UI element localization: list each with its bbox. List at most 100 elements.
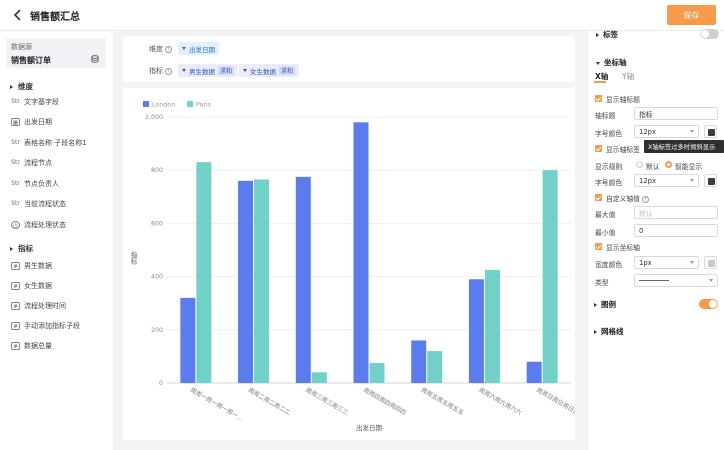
x-axis-title: 出发日期 — [356, 423, 383, 432]
aggregation-badge: 求和 — [218, 66, 235, 75]
rule-default-label: 默认 — [646, 163, 660, 171]
caret-right-icon — [10, 85, 13, 89]
custom-axis-checkbox[interactable] — [595, 194, 602, 201]
y-axis-title: 指标 — [129, 250, 137, 265]
string-type-icon: Str — [11, 200, 20, 207]
show-axis-line-label: 显示坐标轴 — [606, 244, 640, 252]
string-type-icon: Str — [11, 98, 20, 105]
max-value-input[interactable]: 默认 — [634, 206, 718, 219]
dimension-tag[interactable]: 出发日期 — [178, 42, 219, 55]
legend-swatch — [187, 101, 193, 107]
dimension-field[interactable]: Str 表格名称·子段名称1 — [11, 139, 87, 147]
metric-field[interactable]: # 女生数据 — [11, 281, 52, 291]
dimension-field[interactable]: ◷ 流程处理状态 — [11, 220, 66, 230]
number-type-icon: # — [11, 322, 20, 330]
x-tick-label: 周周六周六周六六 — [477, 386, 523, 417]
datasource-name: 销售额订单 — [11, 56, 51, 65]
legend-toggle[interactable] — [699, 299, 718, 309]
metric-field[interactable]: # 数据总量 — [11, 341, 52, 351]
tab-x-axis[interactable]: X轴 — [595, 72, 609, 81]
settings-panel: 标签 坐标轴 — [587, 29, 724, 450]
y-tick-label: 600 — [151, 220, 163, 227]
font-color-label: 字号颜色 — [595, 130, 623, 138]
save-button[interactable]: 保存 — [667, 5, 716, 25]
number-type-icon: # — [11, 302, 20, 310]
active-tab-indicator — [594, 81, 606, 83]
caret-down-icon — [243, 69, 247, 72]
metric-tag[interactable]: 女生数据 求和 — [239, 64, 300, 77]
font-color-swatch[interactable] — [704, 125, 717, 138]
date-type-icon: ▦ — [11, 118, 20, 126]
display-rule-label: 显示规则 — [595, 163, 623, 171]
line-width-select[interactable]: 1px — [634, 256, 699, 269]
metric-tag[interactable]: 男生数据 求和 — [178, 64, 239, 77]
database-icon[interactable] — [91, 55, 99, 63]
show-axis-line-checkbox[interactable] — [595, 243, 602, 250]
metric-field[interactable]: # 男生数据 — [11, 261, 52, 271]
min-value-label: 最小值 — [595, 229, 616, 237]
font-color-label-2: 字号颜色 — [595, 179, 623, 187]
label-section-title[interactable]: 标签 — [596, 29, 618, 40]
metric-field[interactable]: # 手动添加指标子段 — [11, 321, 80, 331]
line-type-select[interactable] — [634, 274, 718, 287]
font-color-swatch-2[interactable] — [704, 174, 717, 187]
metric-field[interactable]: # 流程处理时间 — [11, 301, 66, 311]
legend-section-title[interactable]: 图例 — [594, 299, 616, 310]
field-config-panel: 维度? 出发日期 指标? 男生数据 求和 女生数据 求和 — [123, 36, 575, 82]
legend-label: London — [152, 102, 175, 109]
rule-default-radio[interactable] — [636, 161, 643, 168]
line-color-swatch[interactable] — [704, 256, 717, 269]
font-size-select[interactable]: 12px — [634, 125, 699, 138]
datasource-card[interactable]: 数据源 销售额订单 — [6, 38, 106, 68]
number-type-icon: # — [11, 262, 20, 270]
x-tick-label: 周周一周一周一周一… — [189, 387, 244, 423]
bar-london — [353, 122, 369, 383]
show-axis-label-checkbox[interactable] — [595, 145, 602, 152]
show-axis-title-checkbox[interactable] — [595, 95, 602, 102]
chart-panel: 0 200 400 600 800 1,000 指标 出发日期 周周一周一周一周一… 周周二周二周… — [123, 88, 580, 440]
axis-title-input[interactable]: 指标 — [634, 107, 718, 120]
dimension-field[interactable]: Str 节点负责人 — [11, 180, 59, 188]
rule-smart-radio[interactable] — [665, 161, 672, 168]
show-axis-title-label: 显示轴标题 — [606, 96, 640, 104]
bar-london — [526, 361, 542, 383]
back-arrow-icon[interactable] — [12, 9, 24, 21]
axis-label-tooltip: X轴标签过多时倾斜显示 — [644, 140, 724, 153]
y-tick-label: 1,000 — [145, 114, 163, 121]
dimension-field[interactable]: Str 流程节点 — [11, 159, 52, 167]
bar-paris — [484, 269, 500, 383]
bar-paris — [369, 363, 385, 383]
string-type-icon: Str — [11, 139, 20, 146]
legend-label: Paris — [196, 102, 211, 109]
chevron-down-icon — [690, 179, 694, 182]
chevron-down-icon — [690, 261, 694, 264]
font-size-select-2[interactable]: 12px — [634, 174, 699, 187]
y-tick-label: 200 — [151, 327, 163, 334]
page-title: 销售额汇总 — [30, 12, 80, 23]
bar-paris — [427, 351, 443, 383]
dimension-field[interactable]: Str 当前流程状态 — [11, 200, 66, 208]
y-tick-label: 0 — [159, 380, 163, 387]
dimension-field[interactable]: ▦ 出发日期 — [11, 118, 52, 126]
caret-right-icon — [10, 247, 13, 251]
axis-section-title[interactable]: 坐标轴 — [596, 57, 627, 68]
number-type-icon: # — [11, 342, 20, 350]
tab-y-axis[interactable]: Y轴 — [622, 72, 635, 81]
metric-section-title[interactable]: 指标 — [10, 243, 33, 254]
help-icon[interactable]: ? — [641, 195, 649, 203]
grid-section-title[interactable]: 网格线 — [594, 326, 624, 337]
x-tick-label: 周周三周三周三三 — [304, 387, 349, 417]
bar-london — [238, 180, 254, 383]
min-value-input[interactable]: 0 — [634, 224, 718, 237]
custom-axis-label: 自定义轴值? — [606, 193, 649, 203]
help-icon[interactable]: ? — [165, 67, 172, 75]
dimension-section-title[interactable]: 维度 — [10, 81, 33, 92]
bar-london — [411, 340, 427, 383]
clock-type-icon: ◷ — [11, 221, 20, 229]
dimension-field[interactable]: Str 文字基字段 — [11, 98, 59, 106]
help-icon[interactable]: ? — [165, 45, 172, 53]
width-color-label: 宽度颜色 — [595, 261, 623, 269]
label-toggle[interactable] — [700, 29, 719, 39]
show-axis-label-label: 显示轴标签 — [606, 146, 640, 154]
